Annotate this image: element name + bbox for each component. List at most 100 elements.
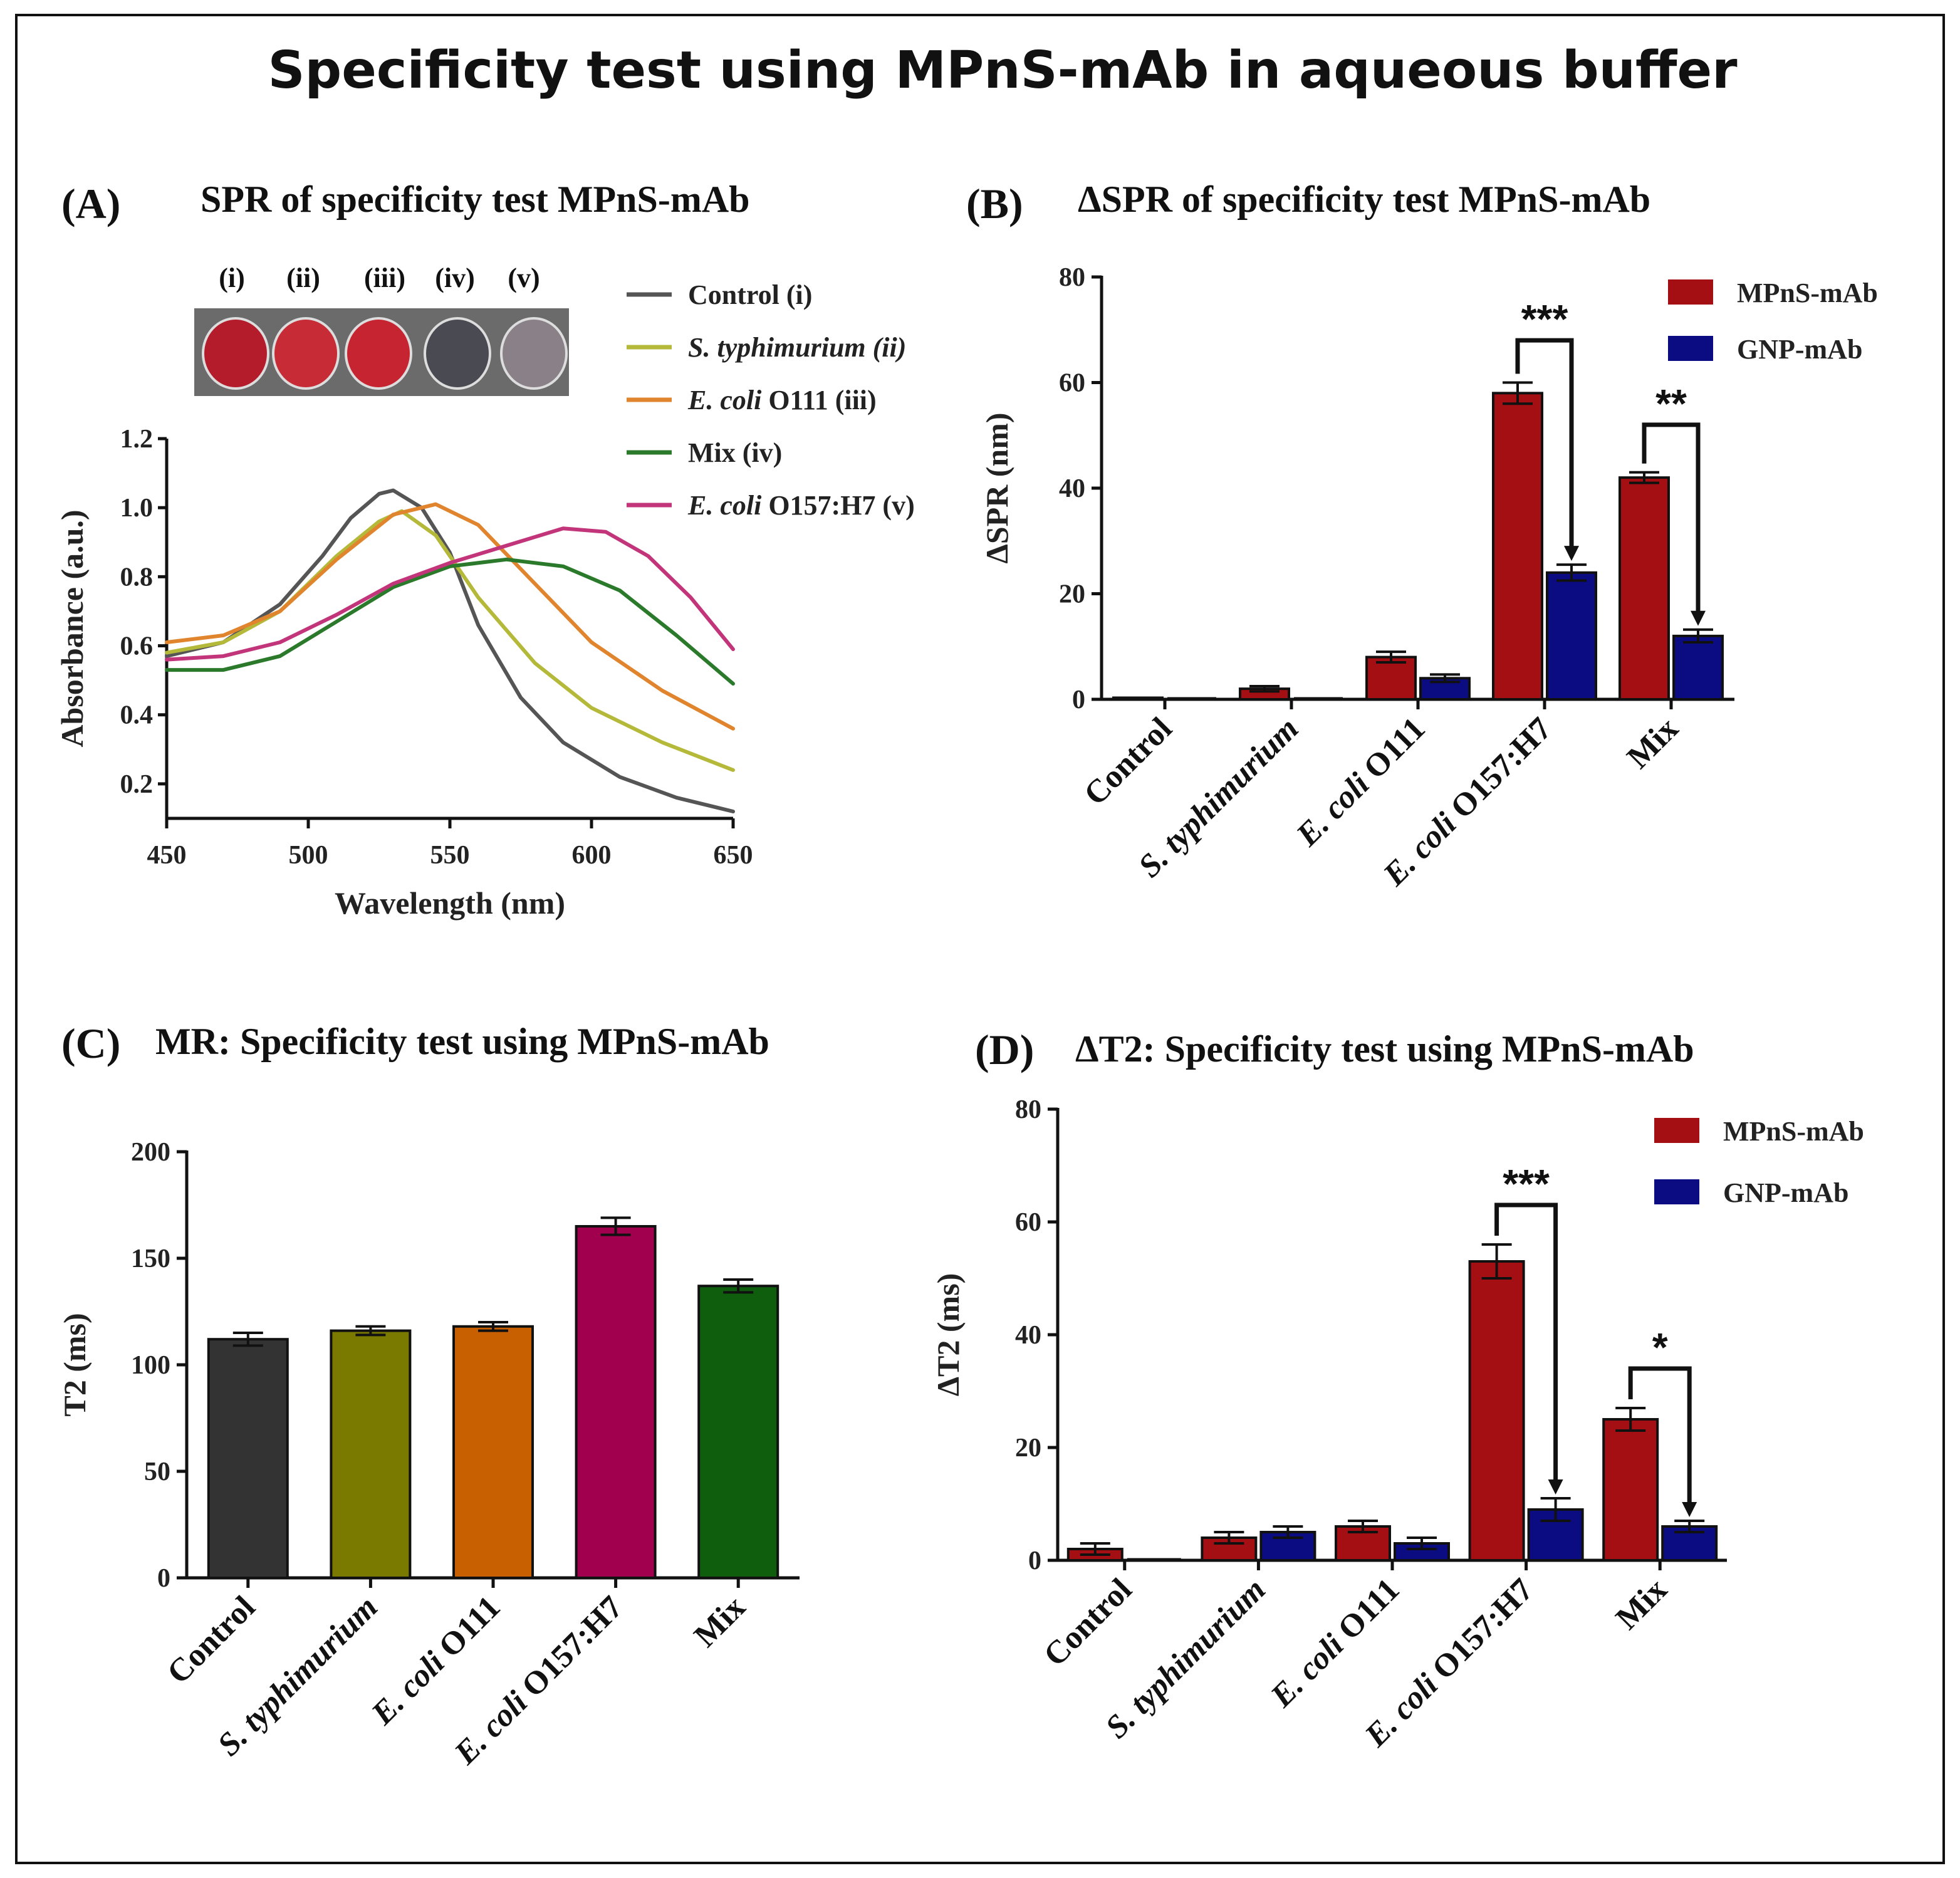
- significance-bracket-1: [1628, 1366, 1692, 1512]
- legend-label-2: E. coli O111 (iii): [687, 385, 877, 415]
- legend-swatch-0: [1654, 1118, 1699, 1143]
- bar-0-2: [1365, 655, 1417, 701]
- significance-label-1: **: [1655, 381, 1687, 426]
- category-label-4: Mix: [687, 1589, 753, 1654]
- bar-1-3: [1546, 571, 1597, 701]
- significance-label-0: ***: [1503, 1161, 1550, 1206]
- y-tick-label: 100: [131, 1351, 170, 1380]
- x-tick-label: 550: [430, 841, 470, 870]
- legend-label-1: GNP-mAb: [1737, 334, 1862, 365]
- bar-0-3: [1492, 392, 1543, 701]
- bar-0-2: [452, 1325, 534, 1580]
- significance-label-0: ***: [1521, 296, 1568, 342]
- well-iii-image: [345, 317, 412, 390]
- y-tick-label: 60: [1059, 369, 1085, 398]
- category-label-4: Mix: [1609, 1572, 1674, 1637]
- panel-d-title: ΔT2: Specificity test using MPnS-mAb: [1075, 1028, 1694, 1070]
- wells-photo: (i) (ii) (iii) (iv) (v): [194, 263, 569, 396]
- text-part: Control: [160, 1589, 262, 1691]
- legend-swatch-0: [1668, 279, 1713, 305]
- bar-0-4: [1602, 1418, 1659, 1562]
- bar-0-3: [1468, 1260, 1525, 1562]
- significance-bracket-0: [1494, 1202, 1558, 1489]
- significance-arrowhead-0: [1548, 1479, 1563, 1495]
- y-tick-label: 0.2: [120, 770, 154, 799]
- category-label-0: Control: [1077, 711, 1179, 812]
- category-label-4: Mix: [1620, 711, 1686, 776]
- significance-bracket-0: [1515, 338, 1574, 556]
- figure-frame: [15, 14, 1945, 1864]
- y-tick-label: 0.4: [120, 701, 154, 730]
- y-tick-label: 40: [1015, 1321, 1041, 1350]
- text-part: Mix (iv): [688, 437, 782, 468]
- well-v-image: [500, 317, 568, 390]
- y-axis-title: T2 (ms): [57, 1313, 92, 1416]
- legend-label-3: Mix (iv): [688, 437, 782, 468]
- well-label-v: (v): [508, 263, 540, 293]
- text-part: Control: [1077, 711, 1179, 812]
- well-label-iv: (iv): [435, 263, 475, 293]
- y-tick-label: 150: [131, 1244, 170, 1273]
- panel-a-title: SPR of specificity test MPnS-mAb: [201, 179, 750, 220]
- y-tick-label: 0: [1028, 1547, 1041, 1575]
- significance-arrowhead-1: [1691, 610, 1706, 626]
- series-line-4: [165, 526, 735, 662]
- legend-label-0: MPnS-mAb: [1737, 278, 1878, 308]
- y-tick-label: 200: [131, 1138, 170, 1167]
- legend-swatch-1: [1668, 336, 1713, 361]
- y-tick-label: 40: [1059, 474, 1085, 503]
- text-part: O157:H7: [1438, 711, 1558, 831]
- text-part: O111 (iii): [761, 385, 876, 415]
- legend-label-1: GNP-mAb: [1723, 1177, 1848, 1208]
- x-tick-label: 500: [289, 841, 328, 870]
- y-tick-label: 20: [1059, 580, 1085, 609]
- y-axis-title: Absorbance (a.u.): [55, 509, 90, 747]
- bar-0-0: [207, 1338, 289, 1579]
- y-tick-label: 0: [157, 1564, 170, 1593]
- y-tick-label: 1.2: [120, 425, 154, 454]
- legend-label-4: E. coli O157:H7 (v): [687, 490, 915, 521]
- y-tick-label: 80: [1059, 263, 1085, 292]
- y-tick-label: 0.6: [120, 632, 154, 661]
- text-part: E. coli: [687, 490, 762, 521]
- legend-label-0: Control (i): [688, 279, 812, 310]
- x-axis-title: Wavelength (nm): [335, 885, 565, 921]
- well-label-i: (i): [219, 263, 245, 293]
- y-tick-label: 1.0: [120, 494, 154, 523]
- text-part: Control: [1037, 1572, 1139, 1673]
- text-part: Mix: [687, 1589, 753, 1654]
- y-tick-label: 0.8: [120, 563, 154, 592]
- bar-0-4: [1619, 476, 1670, 701]
- text-part: E. coli: [687, 385, 762, 415]
- well-ii-image: [272, 317, 340, 390]
- bar-0-4: [697, 1285, 779, 1579]
- well-i-image: [202, 317, 269, 390]
- text-part: O157:H7: [1420, 1572, 1540, 1692]
- y-tick-label: 50: [144, 1458, 170, 1486]
- y-tick-label: 80: [1015, 1095, 1041, 1124]
- x-tick-label: 650: [714, 841, 753, 870]
- y-tick-label: 60: [1015, 1208, 1041, 1237]
- series-line-2: [165, 502, 735, 731]
- legend-label-1: S. typhimurium (ii): [688, 332, 906, 363]
- figure-title: Specificity test using MPnS-mAb in aqueo…: [268, 41, 1738, 100]
- panel-c-title: MR: Specificity test using MPnS-mAb: [155, 1021, 769, 1062]
- panel-b-title: ΔSPR of specificity test MPnS-mAb: [1078, 179, 1650, 220]
- significance-arrowhead-0: [1564, 546, 1579, 561]
- series-line-3: [165, 557, 735, 686]
- bar-0-1: [330, 1329, 412, 1580]
- text-part: S. typhimurium (ii): [688, 332, 906, 363]
- well-label-iii: (iii): [364, 263, 405, 293]
- y-tick-label: 0: [1072, 686, 1085, 714]
- y-axis-title: ΔT2 (ms): [930, 1273, 966, 1397]
- panel-c-letter: (C): [61, 1020, 120, 1067]
- category-label-0: Control: [1037, 1572, 1139, 1673]
- panel-a-letter: (A): [61, 180, 120, 227]
- significance-arrowhead-1: [1682, 1502, 1697, 1517]
- panel-a-line-chart: 0.2 0.4 0.6 0.8 1.0 1.2 450 500 550 600 650 Wavelen…: [55, 279, 915, 921]
- text-part: Mix: [1620, 711, 1686, 776]
- bar-0-3: [575, 1225, 657, 1579]
- bar-1-4: [1672, 634, 1724, 701]
